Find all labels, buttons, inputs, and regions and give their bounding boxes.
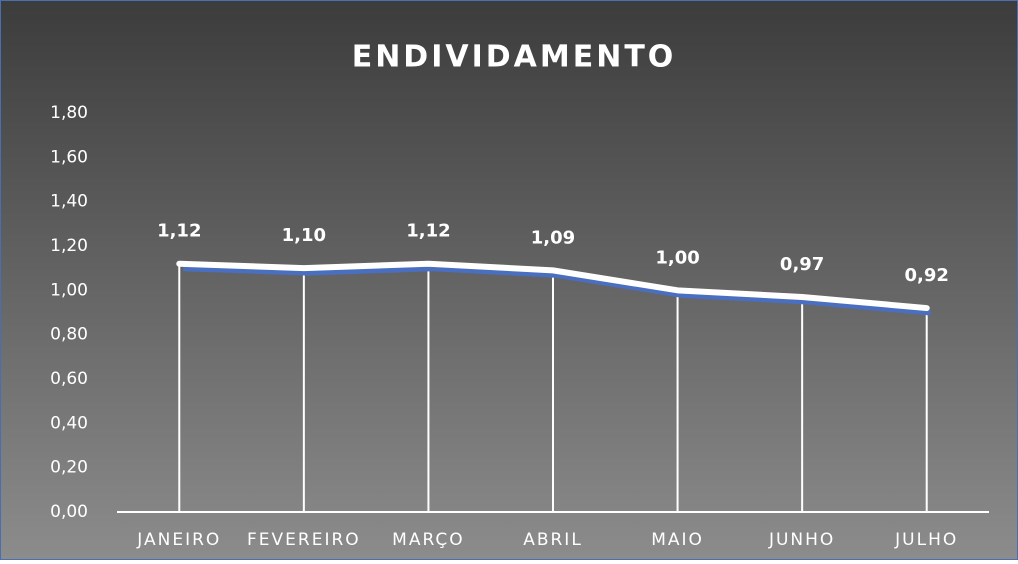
x-tick-label: JUNHO: [768, 530, 835, 550]
data-label: 1,10: [282, 225, 326, 246]
x-tick-label: JULHO: [894, 530, 958, 550]
data-label: 0,97: [780, 254, 824, 275]
y-tick-label: 1,80: [50, 103, 88, 123]
line: [176, 260, 930, 312]
x-tick-label: ABRIL: [523, 530, 583, 550]
x-tick-label: MARÇO: [392, 530, 465, 550]
chart-title: ENDIVIDAMENTO: [352, 40, 677, 75]
y-tick-label: 1,40: [50, 192, 88, 212]
x-tick-label: JANEIRO: [136, 530, 221, 550]
data-label: 1,09: [531, 227, 575, 248]
data-label: 0,92: [905, 265, 949, 286]
x-tick-label: FEVEREIRO: [247, 530, 361, 550]
data-label: 1,12: [406, 221, 450, 242]
data-label: 1,00: [655, 247, 699, 268]
y-tick-label: 0,00: [50, 502, 88, 522]
y-tick-label: 0,40: [50, 413, 88, 433]
x-tick-label: MAIO: [651, 530, 704, 550]
y-tick-label: 1,60: [50, 147, 88, 167]
data-label: 1,12: [157, 221, 201, 242]
y-tick-label: 0,80: [50, 325, 88, 345]
line-shadow: [183, 266, 931, 316]
y-tick-label: 0,20: [50, 458, 88, 478]
y-tick-label: 0,60: [50, 369, 88, 389]
y-tick-label: 1,20: [50, 236, 88, 256]
y-tick-label: 1,00: [50, 280, 88, 300]
